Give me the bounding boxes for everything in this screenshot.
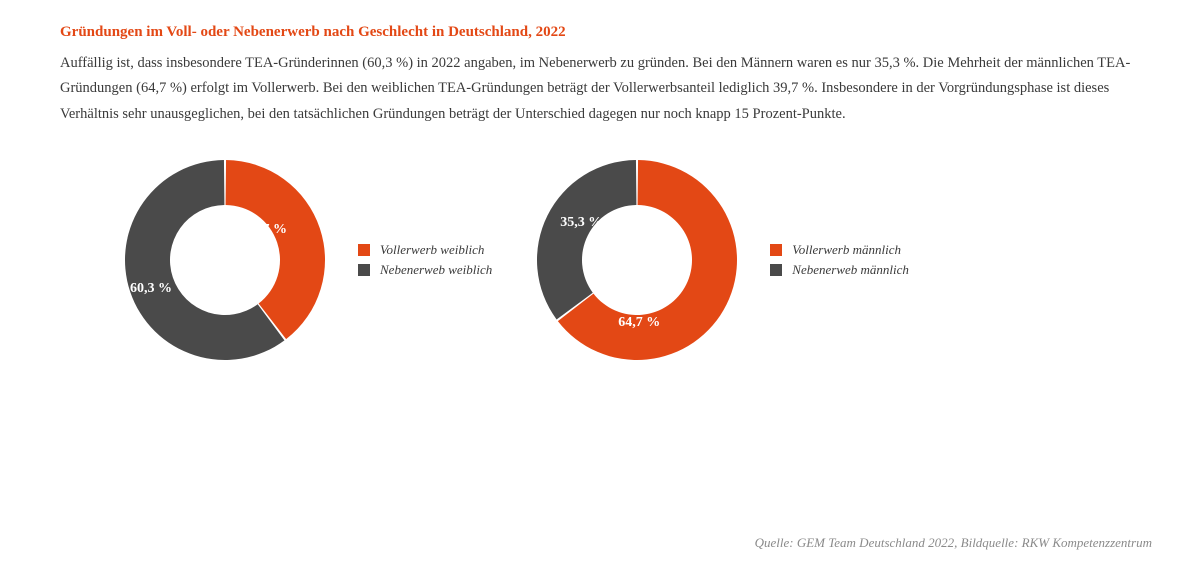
swatch-gray xyxy=(358,264,370,276)
pct-label-female-neben: 60,3 % xyxy=(130,281,172,297)
legend-male: Vollerwerb männlich Nebenerweb männlich xyxy=(770,242,909,278)
chart-female: 39,7 % 60,3 % Vollerwerb weiblich Nebene… xyxy=(120,155,492,365)
legend-female: Vollerwerb weiblich Nebenerweb weiblich xyxy=(358,242,492,278)
source-line: Quelle: GEM Team Deutschland 2022, Bildq… xyxy=(755,535,1152,551)
legend-item: Nebenerweb männlich xyxy=(770,262,909,278)
legend-item: Vollerwerb männlich xyxy=(770,242,909,258)
donut-female: 39,7 % 60,3 % xyxy=(120,155,330,365)
donut-slice xyxy=(226,160,325,339)
pct-label-female-voll: 39,7 % xyxy=(245,222,287,238)
donut-female-svg xyxy=(120,155,330,365)
pct-label-male-voll: 64,7 % xyxy=(618,315,660,331)
charts-container: 39,7 % 60,3 % Vollerwerb weiblich Nebene… xyxy=(60,155,1152,365)
legend-label: Vollerwerb männlich xyxy=(792,242,901,258)
chart-male: 64,7 % 35,3 % Vollerwerb männlich Nebene… xyxy=(532,155,909,365)
legend-label: Nebenerweb männlich xyxy=(792,262,909,278)
swatch-gray xyxy=(770,264,782,276)
donut-male: 64,7 % 35,3 % xyxy=(532,155,742,365)
legend-label: Vollerwerb weiblich xyxy=(380,242,484,258)
donut-slice xyxy=(537,160,636,319)
swatch-orange xyxy=(358,244,370,256)
legend-item: Nebenerweb weiblich xyxy=(358,262,492,278)
chart-title: Gründungen im Voll- oder Nebenerwerb nac… xyxy=(60,24,1152,41)
description-paragraph: Auffällig ist, dass insbesondere TEA-Grü… xyxy=(60,51,1152,127)
swatch-orange xyxy=(770,244,782,256)
legend-item: Vollerwerb weiblich xyxy=(358,242,492,258)
pct-label-male-neben: 35,3 % xyxy=(560,215,602,231)
donut-male-svg xyxy=(532,155,742,365)
legend-label: Nebenerweb weiblich xyxy=(380,262,492,278)
